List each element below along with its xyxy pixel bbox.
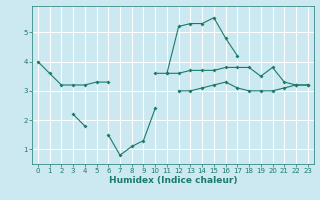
X-axis label: Humidex (Indice chaleur): Humidex (Indice chaleur) [108,176,237,185]
